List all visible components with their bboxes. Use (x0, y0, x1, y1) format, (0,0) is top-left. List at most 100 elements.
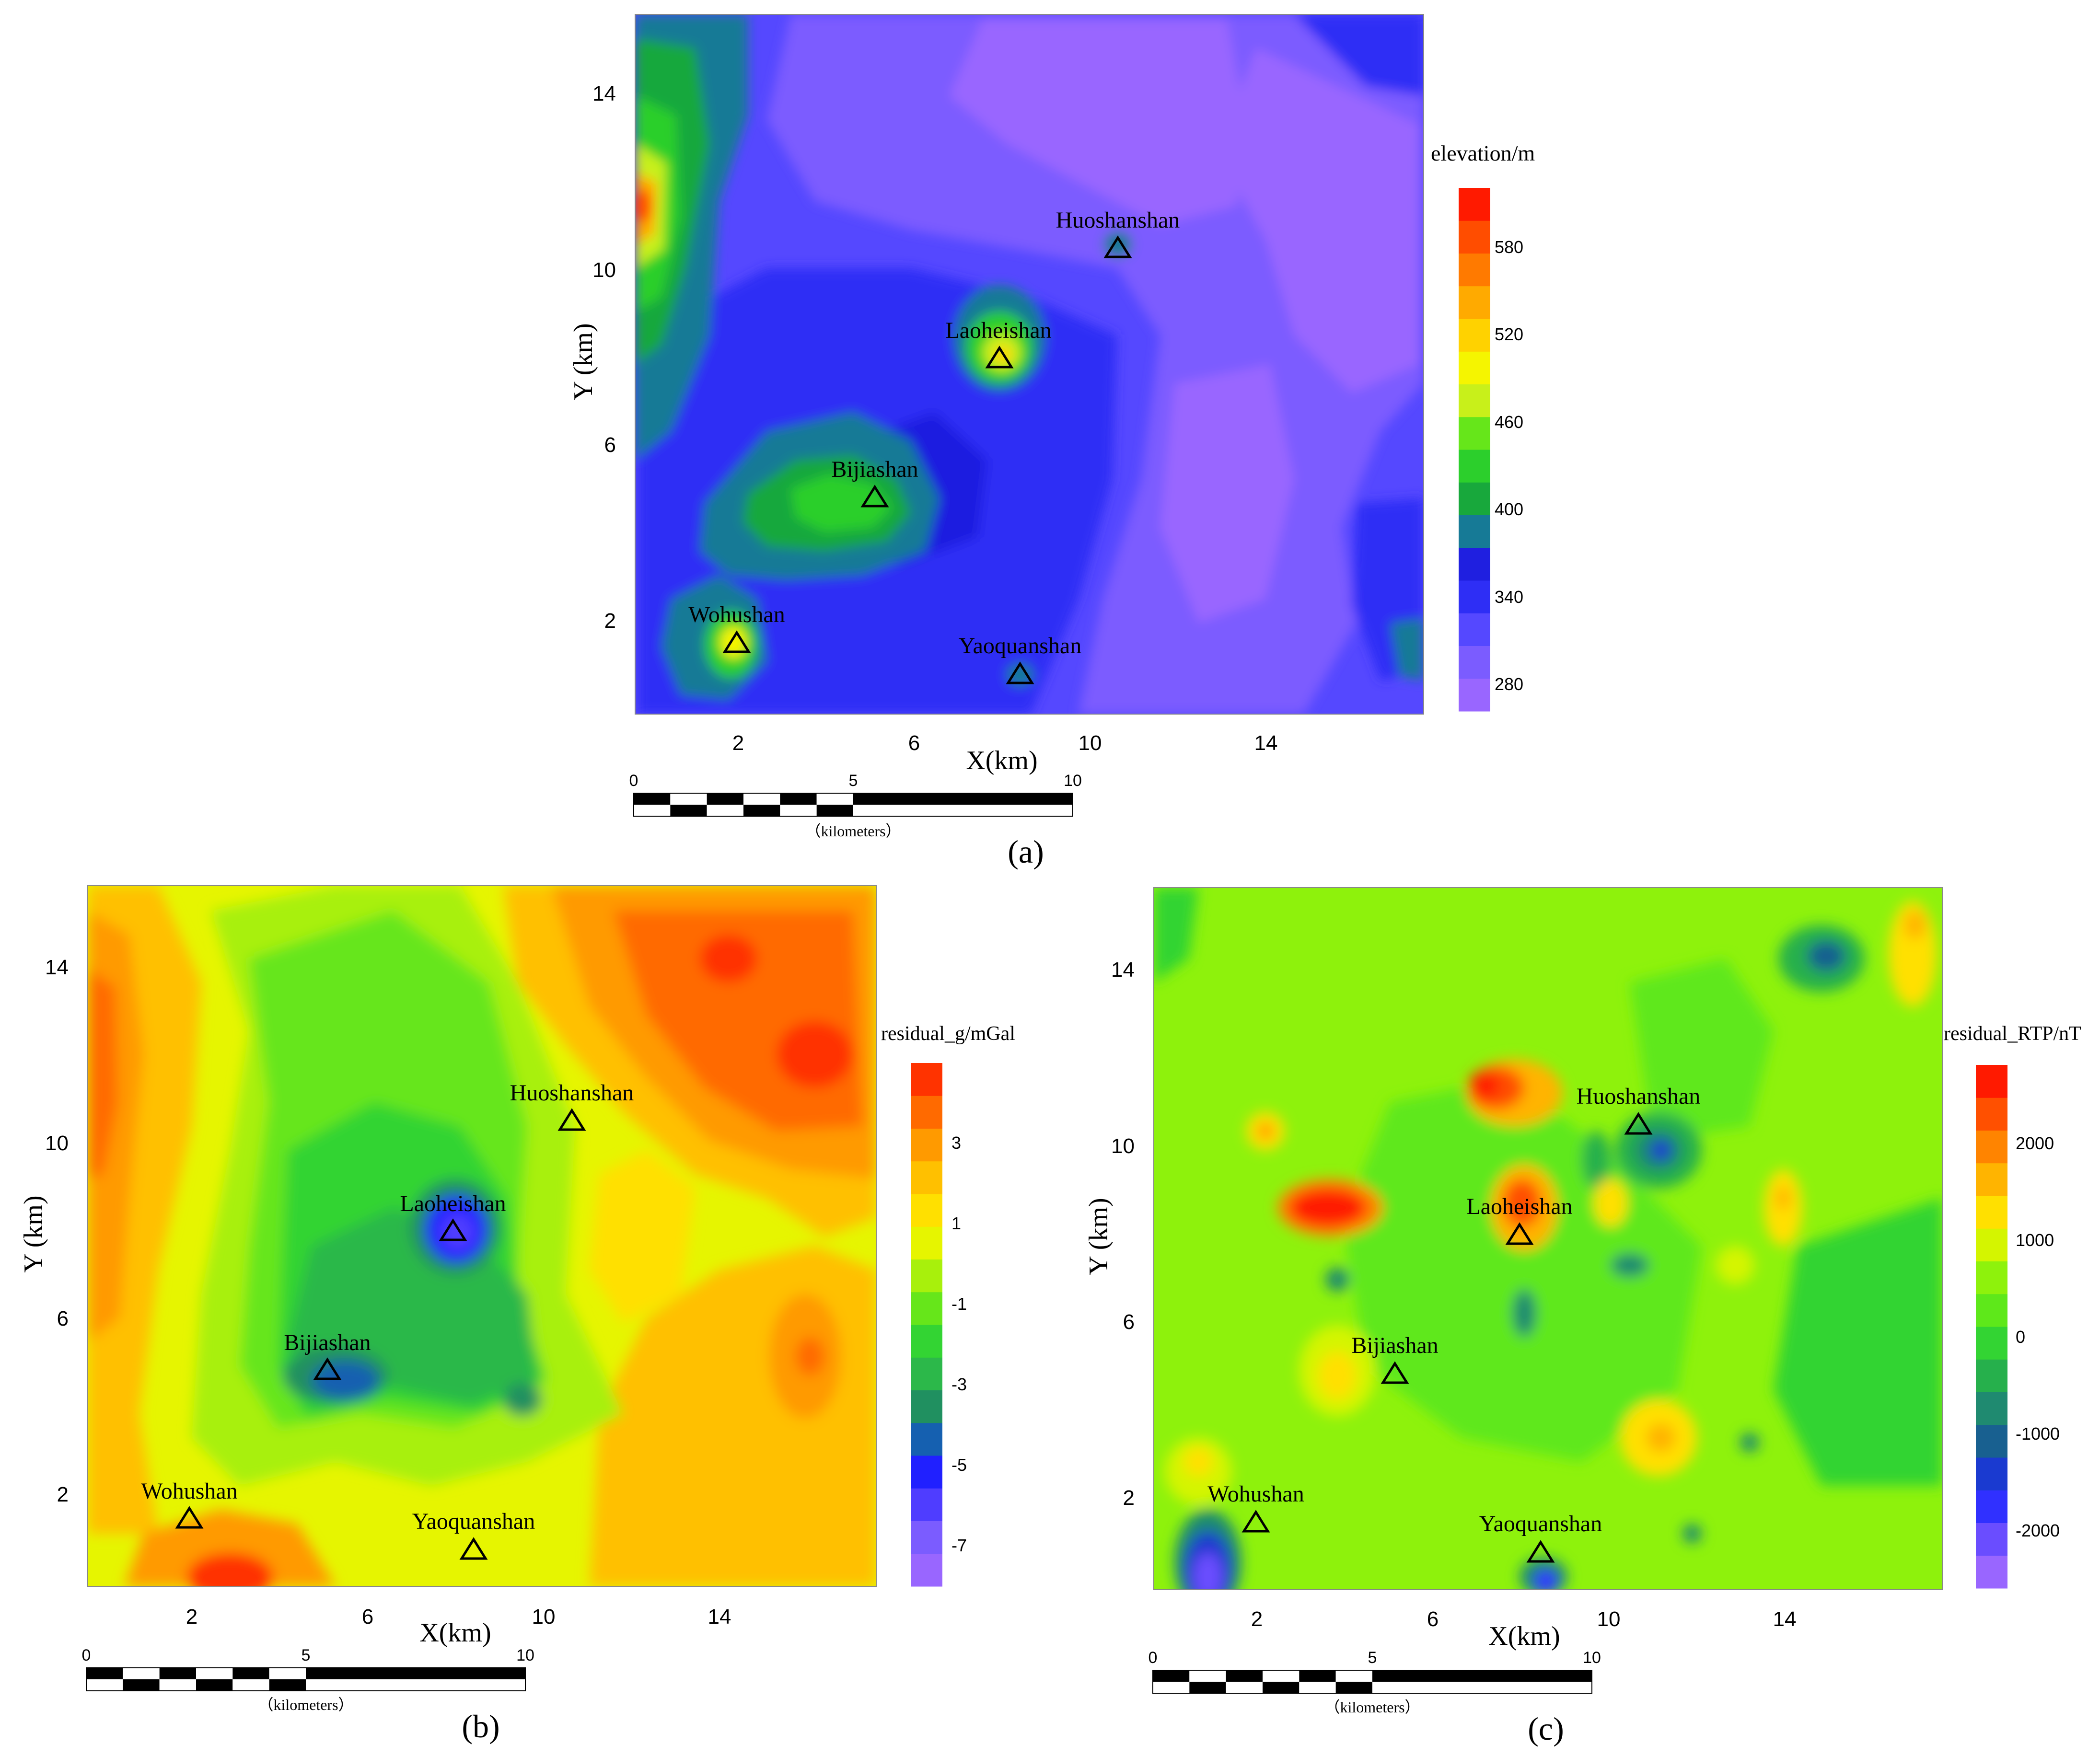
colorbar-step (1459, 416, 1490, 450)
y-axis-b: 2 6 10 14 Y (km) (19, 956, 69, 1506)
colorbar-step (1459, 319, 1490, 352)
y-tick: 14 (592, 82, 616, 105)
scale-segment (1189, 1682, 1226, 1693)
y-tick: 6 (1123, 1310, 1135, 1334)
scale-segment (1299, 1670, 1336, 1682)
scale-segment (86, 1668, 123, 1679)
colorbar-step (1976, 1555, 2007, 1589)
scale-segment (670, 805, 707, 816)
colorbar-step (1976, 1130, 2007, 1164)
panel-b: Huoshanshan Laoheishan Bijiashan Wohusha… (19, 885, 1015, 1744)
colorbar-ramp (1976, 1065, 2007, 1589)
colorbar-tick: 580 (1495, 237, 1523, 257)
colorbar-step (911, 1259, 942, 1293)
y-tick: 10 (592, 258, 616, 282)
scale-segment (1189, 1670, 1226, 1682)
colorbar-b: residual_g/mGal 3 1 -1 -3 -5 -7 (881, 1023, 1015, 1587)
colorbar-step (1976, 1098, 2007, 1131)
scale-segment (1263, 1682, 1299, 1693)
scale-segment (707, 793, 743, 805)
scale-segment (670, 793, 707, 805)
colorbar-step (1976, 1261, 2007, 1294)
scale-label: 0 (82, 1646, 91, 1664)
x-tick: 2 (186, 1605, 197, 1629)
colorbar-step (1459, 515, 1490, 548)
colorbar-step (1976, 1490, 2007, 1523)
scale-segment (1335, 1670, 1372, 1682)
panel-c: Huoshanshan Laoheishan Bijiashan Wohusha… (1084, 887, 2081, 1747)
volcano-marker: Laoheishan (400, 1191, 506, 1241)
colorbar-tick: 280 (1495, 674, 1523, 694)
volcano-label: Huoshanshan (1056, 208, 1180, 233)
scale-segment (853, 793, 1073, 805)
scale-label: 10 (1064, 772, 1082, 790)
x-tick: 6 (362, 1605, 373, 1629)
scale-segment (159, 1679, 196, 1691)
colorbar-step (1976, 1457, 2007, 1490)
volcano-marker: Yaoquanshan (412, 1509, 535, 1560)
y-tick: 2 (57, 1483, 69, 1506)
volcano-label: Bijiashan (1351, 1333, 1438, 1358)
x-tick: 14 (1773, 1607, 1797, 1631)
y-tick: 2 (604, 609, 616, 633)
scale-outline (86, 1667, 526, 1691)
volcano-marker: Huoshanshan (1056, 208, 1180, 258)
scale-segment (196, 1679, 233, 1691)
volcano-marker: Yaoquanshan (1479, 1511, 1602, 1563)
colorbar-step (1976, 1294, 2007, 1327)
elevation-map (635, 14, 1424, 714)
x-axis-label: X(km) (1488, 1621, 1560, 1651)
y-axis-label: Y (km) (1084, 1198, 1114, 1275)
volcano-marker: Huoshanshan (510, 1080, 634, 1131)
scale-segment (707, 805, 743, 816)
volcano-label: Laoheishan (1466, 1194, 1572, 1219)
markers-c: Huoshanshan Laoheishan Bijiashan Wohusha… (1207, 1084, 1701, 1563)
colorbar-tick: -3 (951, 1375, 967, 1394)
colorbar-step (911, 1226, 942, 1259)
y-axis-label: Y (km) (569, 323, 598, 400)
volcano-label: Bijiashan (831, 457, 918, 482)
volcano-marker: Wohushan (141, 1479, 238, 1529)
colorbar-step (1459, 613, 1490, 646)
scale-segment (780, 805, 817, 816)
colorbar-step (911, 1161, 942, 1194)
scale-segment (196, 1668, 233, 1679)
colorbar-ramp (911, 1063, 942, 1587)
scale-unit: （kilometers） (1324, 1698, 1420, 1716)
scale-segment (232, 1668, 269, 1679)
colorbar-tick: 0 (2016, 1327, 2025, 1347)
scale-label: 5 (302, 1646, 311, 1664)
y-tick: 14 (45, 956, 69, 979)
scale-segment (1335, 1682, 1372, 1693)
y-tick: 6 (604, 433, 616, 457)
colorbar-step (1459, 188, 1490, 221)
scale-unit: （kilometers） (258, 1696, 353, 1713)
panel-a: Huoshanshan Laoheishan Bijiashan Wohusha… (569, 14, 1535, 870)
colorbar-ramp (1459, 188, 1490, 712)
x-tick: 10 (1079, 731, 1102, 755)
colorbar-step (911, 1194, 942, 1227)
colorbar-title: residual_RTP/nT (1944, 1023, 2081, 1045)
scale-segment (816, 805, 853, 816)
scale-segment (86, 1679, 123, 1691)
scale-segment (743, 793, 780, 805)
volcano-marker: Bijiashan (284, 1330, 371, 1380)
y-axis-c: 2 6 10 14 Y (km) (1084, 958, 1135, 1510)
colorbar-c: residual_RTP/nT 2000 1000 0 -1000 -2000 (1944, 1023, 2081, 1589)
colorbar-title: residual_g/mGal (881, 1023, 1015, 1045)
colorbar-tick: -2000 (2016, 1521, 2060, 1540)
volcano-label: Bijiashan (284, 1330, 371, 1355)
x-tick: 2 (732, 731, 744, 755)
y-axis-a: 2 6 10 14 Y (km) (569, 82, 616, 633)
colorbar-step (1459, 384, 1490, 417)
scale-label: 0 (1149, 1649, 1158, 1667)
colorbar-tick: 3 (951, 1133, 961, 1153)
volcano-marker: Bijiashan (831, 457, 918, 508)
x-tick: 10 (532, 1605, 556, 1629)
colorbar-step (1976, 1163, 2007, 1196)
scale-segment (269, 1679, 306, 1691)
x-tick: 14 (708, 1605, 731, 1629)
scale-segment (123, 1679, 160, 1691)
volcano-label: Yaoquanshan (412, 1509, 535, 1534)
volcano-label: Huoshanshan (1577, 1084, 1701, 1109)
